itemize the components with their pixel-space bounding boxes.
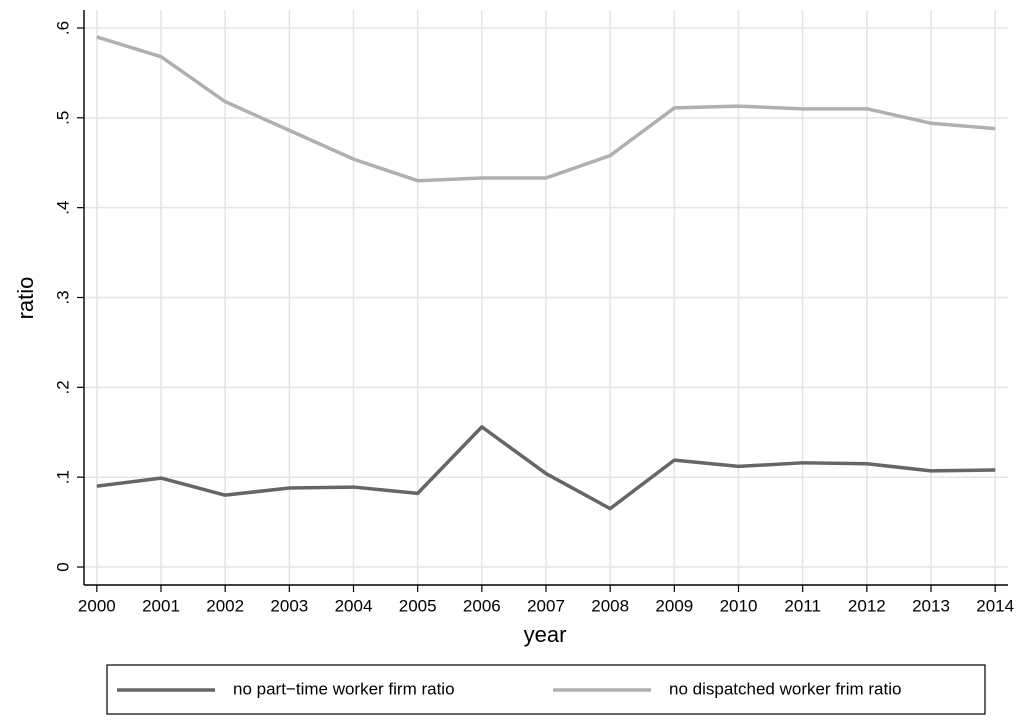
y-tick-label: .4 bbox=[53, 201, 72, 215]
x-tick-label: 2014 bbox=[976, 596, 1014, 615]
x-tick-label: 2004 bbox=[335, 596, 373, 615]
y-tick-label: .1 bbox=[53, 470, 72, 484]
y-tick-label: .5 bbox=[53, 111, 72, 125]
series-line bbox=[96, 35, 996, 183]
legend-box bbox=[106, 664, 986, 715]
legend-label: no dispatched worker frim ratio bbox=[669, 679, 901, 698]
x-axis-label: year bbox=[524, 622, 567, 647]
x-tick-label: 2006 bbox=[463, 596, 501, 615]
y-tick-label: 0 bbox=[53, 562, 72, 571]
x-tick-label: 2005 bbox=[399, 596, 437, 615]
y-tick-label: .3 bbox=[53, 290, 72, 304]
x-tick-label: 2009 bbox=[655, 596, 693, 615]
y-axis-label: ratio bbox=[13, 277, 38, 320]
y-tick-label: .6 bbox=[53, 21, 72, 35]
x-tick-label: 2001 bbox=[142, 596, 180, 615]
legend-label: no part−time worker firm ratio bbox=[233, 679, 455, 698]
series-line bbox=[96, 425, 996, 511]
x-tick-label: 2011 bbox=[784, 596, 821, 615]
x-tick-label: 2013 bbox=[912, 596, 950, 615]
x-tick-label: 2000 bbox=[78, 596, 116, 615]
x-tick-label: 2012 bbox=[848, 596, 886, 615]
x-tick-label: 2003 bbox=[270, 596, 308, 615]
x-tick-label: 2010 bbox=[720, 596, 758, 615]
x-tick-label: 2007 bbox=[527, 596, 565, 615]
x-tick-label: 2008 bbox=[591, 596, 629, 615]
x-tick-label: 2002 bbox=[206, 596, 244, 615]
y-tick-label: .2 bbox=[53, 380, 72, 394]
